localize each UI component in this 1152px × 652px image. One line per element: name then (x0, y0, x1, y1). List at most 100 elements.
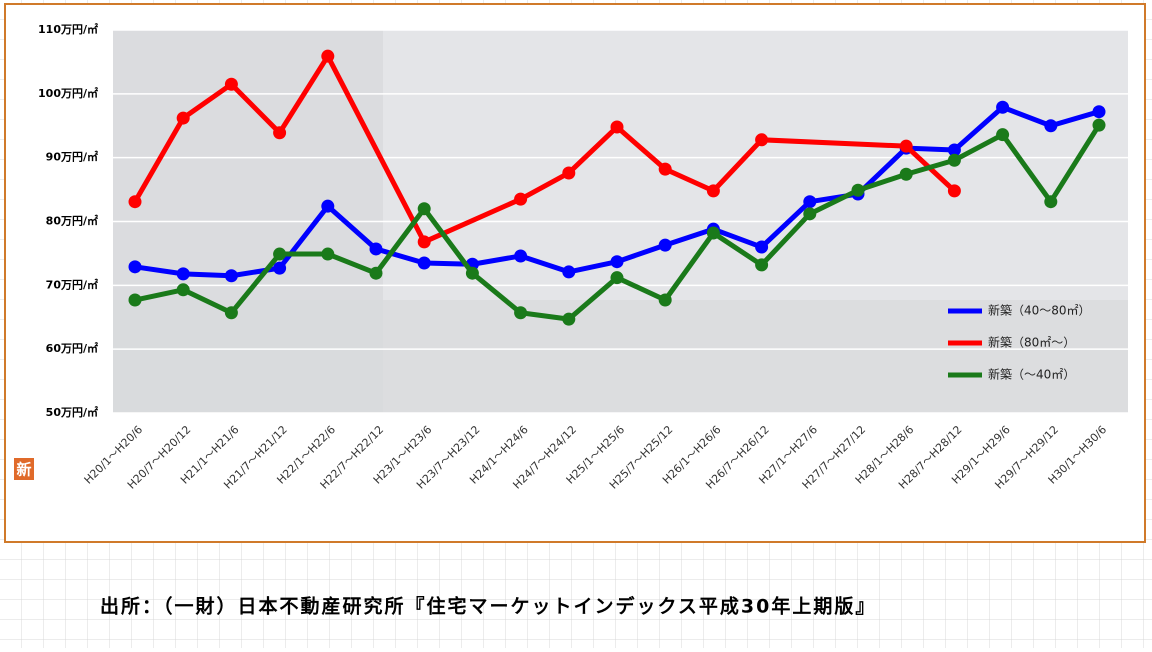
data-point (176, 111, 190, 125)
line-segment (662, 226, 716, 248)
data-point (755, 258, 769, 272)
y-tick-label: 70万円/㎡ (46, 277, 98, 291)
line-segment (132, 115, 186, 205)
data-point (465, 266, 479, 280)
data-point (321, 247, 335, 261)
line-segment (277, 203, 331, 271)
data-point (224, 306, 238, 320)
data-point (128, 195, 142, 209)
data-point (610, 120, 624, 134)
legend-label: 新築（～40㎡） (988, 367, 1075, 382)
line-segment (132, 287, 186, 303)
data-point (1092, 118, 1106, 132)
data-point (996, 100, 1010, 114)
data-point (851, 183, 865, 197)
data-point (562, 166, 576, 180)
data-point (562, 312, 576, 326)
line-segment (710, 137, 765, 194)
data-point (321, 199, 335, 213)
y-tick-label: 110万円/㎡ (38, 22, 98, 36)
data-point (658, 162, 672, 176)
line-segment (132, 264, 186, 277)
data-point (706, 226, 720, 240)
line-segment (1048, 122, 1102, 205)
y-tick-label: 80万円/㎡ (46, 214, 98, 228)
line-segment (469, 270, 524, 316)
line-segment (518, 170, 572, 202)
badge-box (14, 458, 34, 480)
line-segment (807, 187, 861, 217)
data-point (273, 261, 287, 275)
line-segment (566, 124, 620, 176)
line-segment (614, 275, 668, 303)
line-segment (325, 203, 379, 252)
line-segment (903, 145, 957, 153)
line-segment (180, 81, 234, 121)
line-segment (228, 251, 283, 316)
line-segment (373, 206, 427, 276)
line-segment (614, 242, 668, 265)
line-segment (759, 211, 813, 268)
line-segment (566, 259, 620, 275)
line-segment (373, 246, 427, 266)
data-point (899, 139, 913, 153)
badge: 新 (16, 461, 31, 479)
data-point (610, 271, 624, 285)
data-point (562, 265, 576, 279)
line-segment (903, 157, 957, 177)
line-segment (325, 53, 427, 245)
data-point (947, 143, 961, 157)
data-point (176, 267, 190, 281)
data-point (128, 293, 142, 307)
data-point (706, 184, 720, 198)
data-point (658, 293, 672, 307)
data-point (273, 126, 287, 140)
data-point (176, 283, 190, 297)
line-segment (951, 132, 1006, 163)
line-segment (710, 230, 765, 268)
data-point (514, 306, 528, 320)
data-point (417, 235, 431, 249)
data-point (899, 167, 913, 181)
data-point (610, 255, 624, 269)
data-point (417, 202, 431, 216)
data-point (947, 153, 961, 167)
y-tick-label: 50万円/㎡ (46, 405, 98, 419)
data-point (755, 133, 769, 147)
data-point (947, 184, 961, 198)
legend-label: 新築（40～80㎡） (988, 303, 1091, 318)
legend-label: 新築（80㎡～） (988, 335, 1075, 350)
data-point (1092, 105, 1106, 119)
data-point (803, 195, 817, 209)
line-segment (325, 251, 379, 276)
photo-road (113, 300, 1128, 413)
line-segment (421, 196, 524, 245)
line-segment (614, 124, 668, 172)
line-segment (1000, 104, 1054, 129)
data-point (658, 238, 672, 252)
data-point (755, 240, 769, 254)
data-point (369, 242, 383, 256)
data-point (514, 192, 528, 206)
data-point (1044, 195, 1058, 209)
data-point (224, 77, 238, 91)
data-point (224, 269, 238, 283)
line-segment (759, 199, 813, 250)
line-segment (951, 104, 1006, 153)
line-segment (421, 206, 475, 276)
y-tick-label: 60万円/㎡ (46, 341, 98, 355)
data-point (128, 260, 142, 274)
line-segment (1048, 109, 1102, 129)
y-tick-label: 90万円/㎡ (46, 150, 98, 164)
y-tick-label: 100万円/㎡ (38, 86, 98, 100)
data-point (996, 128, 1010, 142)
data-point (803, 207, 817, 221)
data-point (514, 249, 528, 263)
line-segment (180, 271, 234, 279)
line-segment (277, 53, 331, 136)
line-segment (566, 275, 620, 322)
data-point (273, 247, 287, 261)
line-segment (228, 265, 283, 279)
line-segment (662, 230, 716, 303)
